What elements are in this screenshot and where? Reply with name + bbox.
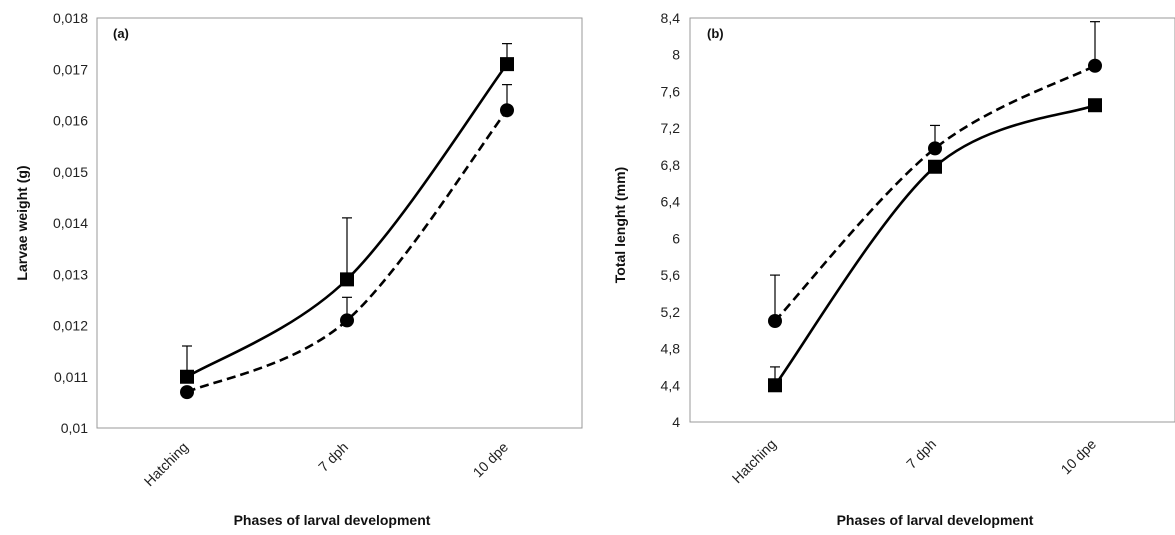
panel-b-plot <box>768 21 1102 393</box>
panel-a-y-tick-label: 0,015 <box>53 164 88 180</box>
panel-a-y-tick-label: 0,016 <box>53 113 88 129</box>
panel-b-y-tick-label: 4,8 <box>661 341 681 357</box>
panel-b-y-tick-label: 5,6 <box>661 267 681 283</box>
panel-b-y-tick-label: 4,4 <box>661 377 681 393</box>
panel-b-y-tick-label: 8,4 <box>661 10 681 26</box>
panel-b-circle-point <box>1088 58 1102 73</box>
panel-b-square-point <box>768 378 782 393</box>
panel-a-frame <box>96 17 583 429</box>
panel-b-y-tick-label: 8 <box>672 47 680 63</box>
panel-a-y-tick-label: 0,013 <box>53 266 88 282</box>
panel-b-x-tick-label: 7 dph <box>903 436 939 472</box>
panel-a-plot <box>180 43 514 400</box>
panel-b-y-tick-labels: 4 4,4 4,8 5,2 5,6 6 6,4 6,8 7,2 7,6 8 8,4 <box>661 10 681 430</box>
panel-b-circle-point <box>768 314 782 328</box>
panel-b-series-2-line <box>774 64 1096 322</box>
panel-a-circle-point <box>340 313 354 328</box>
panel-a-x-tick-label: 7 dph <box>315 439 351 475</box>
panel-a-circle-point <box>500 103 514 118</box>
panel-a-square-point <box>180 369 194 384</box>
panel-a-y-tick-labels: 0,01 0,011 0,012 0,013 0,014 0,015 0,016 0,017 0… <box>53 10 88 436</box>
panel-b-label: (b) <box>707 26 724 41</box>
panel-b-y-tick-label: 6 <box>672 230 680 246</box>
panel-b-x-axis-title: Phases of larval development <box>837 512 1034 528</box>
panel-b-y-tick-label: 6,8 <box>661 157 681 173</box>
panel-b-y-tick-label: 7,2 <box>661 120 681 136</box>
panel-a-x-tick-labels: Hatching 7 dph 10 dpe <box>141 439 512 490</box>
panel-b-frame <box>689 17 1175 423</box>
panel-b-y-tick-label: 7,6 <box>661 83 681 99</box>
panel-a-y-axis-title: Larvae weight (g) <box>14 165 30 280</box>
panel-b-y-tick-label: 5,2 <box>661 304 681 320</box>
panel-a: (a) 0,010,0110,0120,0130,0140,0150,0160,… <box>14 10 583 528</box>
panel-b-square-point <box>928 159 942 174</box>
panel-a-y-tick-label: 0,012 <box>53 318 88 334</box>
panel-a-y-tick-label: 0,017 <box>53 61 88 77</box>
panel-a-label: (a) <box>113 26 129 41</box>
panel-a-y-tick-label: 0,018 <box>53 10 88 26</box>
panel-b-x-tick-label: 10 dpe <box>1058 436 1100 478</box>
panel-b-square-point <box>1088 98 1102 113</box>
panel-a-square-point <box>500 57 514 72</box>
panel-a-x-tick-label: Hatching <box>141 439 191 489</box>
panel-a-y-tick-label: 0,01 <box>61 420 88 436</box>
panel-a-circle-point <box>180 385 194 400</box>
panel-b: (b) 4 4,4 4,8 5,2 5,6 6 6,4 6,8 7,2 7,6 8 8,4 Hatch… <box>612 10 1175 528</box>
panel-b-y-tick-label: 4 <box>672 414 680 430</box>
panel-b-circle-point <box>928 141 942 156</box>
panel-b-y-axis-title: Total lenght (mm) <box>612 167 628 283</box>
panel-a-x-axis-title: Phases of larval development <box>234 512 431 528</box>
panel-b-x-tick-label: Hatching <box>729 436 779 486</box>
panel-b-y-tick-label: 6,4 <box>661 194 681 210</box>
panel-a-x-tick-label: 10 dpe <box>470 439 512 481</box>
panel-a-y-tick-label: 0,014 <box>53 215 88 231</box>
panel-b-x-tick-labels: Hatching 7 dph 10 dpe <box>729 436 1100 487</box>
panel-a-y-tick-label: 0,011 <box>54 369 88 385</box>
panel-a-square-point <box>340 272 354 287</box>
